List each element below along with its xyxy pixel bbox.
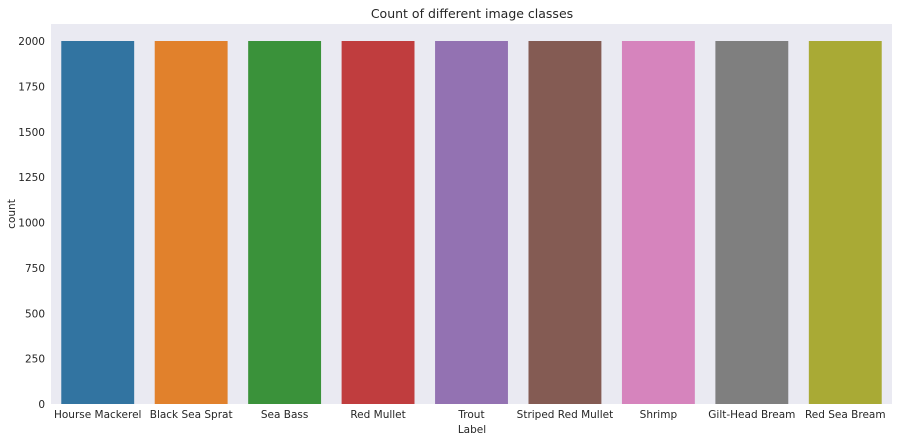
x-tick-label: Sea Bass (261, 409, 308, 421)
x-tick-label: Striped Red Mullet (517, 409, 614, 421)
x-axis-label: Label (458, 424, 486, 436)
y-axis-ticks: 0 250 500 750 1000 1250 1500 1750 2000 (18, 36, 45, 411)
bar-striped-red-mullet (528, 41, 602, 404)
x-tick-label: Shrimp (640, 409, 678, 421)
x-axis-ticks: Hourse Mackerel Black Sea Sprat Sea Bass Re… (54, 409, 886, 421)
x-tick-label: Trout (457, 409, 484, 421)
bar-sea-bass (248, 41, 322, 404)
y-tick-label: 1500 (18, 127, 45, 139)
y-tick-label: 750 (25, 263, 45, 275)
bar-shrimp (621, 41, 695, 404)
bar-red-sea-bream (808, 41, 882, 404)
y-tick-label: 250 (25, 354, 45, 366)
bars-group (61, 41, 882, 404)
bar-trout (435, 41, 508, 404)
y-tick-label: 2000 (18, 36, 45, 48)
y-tick-label: 500 (25, 308, 45, 320)
bar-red-mullet (341, 41, 415, 404)
bar-gilt-head-bream (715, 41, 789, 404)
y-tick-label: 1000 (18, 218, 45, 230)
y-axis-label: count (6, 199, 18, 229)
bar-hourse-mackerel (61, 41, 135, 404)
x-tick-label: Black Sea Sprat (150, 409, 233, 421)
x-tick-label: Red Sea Bream (805, 409, 886, 421)
y-tick-label: 1750 (18, 81, 45, 93)
x-tick-label: Hourse Mackerel (54, 409, 141, 421)
y-tick-label: 1250 (18, 172, 45, 184)
y-tick-label: 0 (38, 399, 45, 411)
x-tick-label: Gilt-Head Bream (708, 409, 795, 421)
chart-title: Count of different image classes (371, 6, 573, 21)
x-tick-label: Red Mullet (350, 409, 405, 421)
bar-black-sea-sprat (154, 41, 228, 404)
